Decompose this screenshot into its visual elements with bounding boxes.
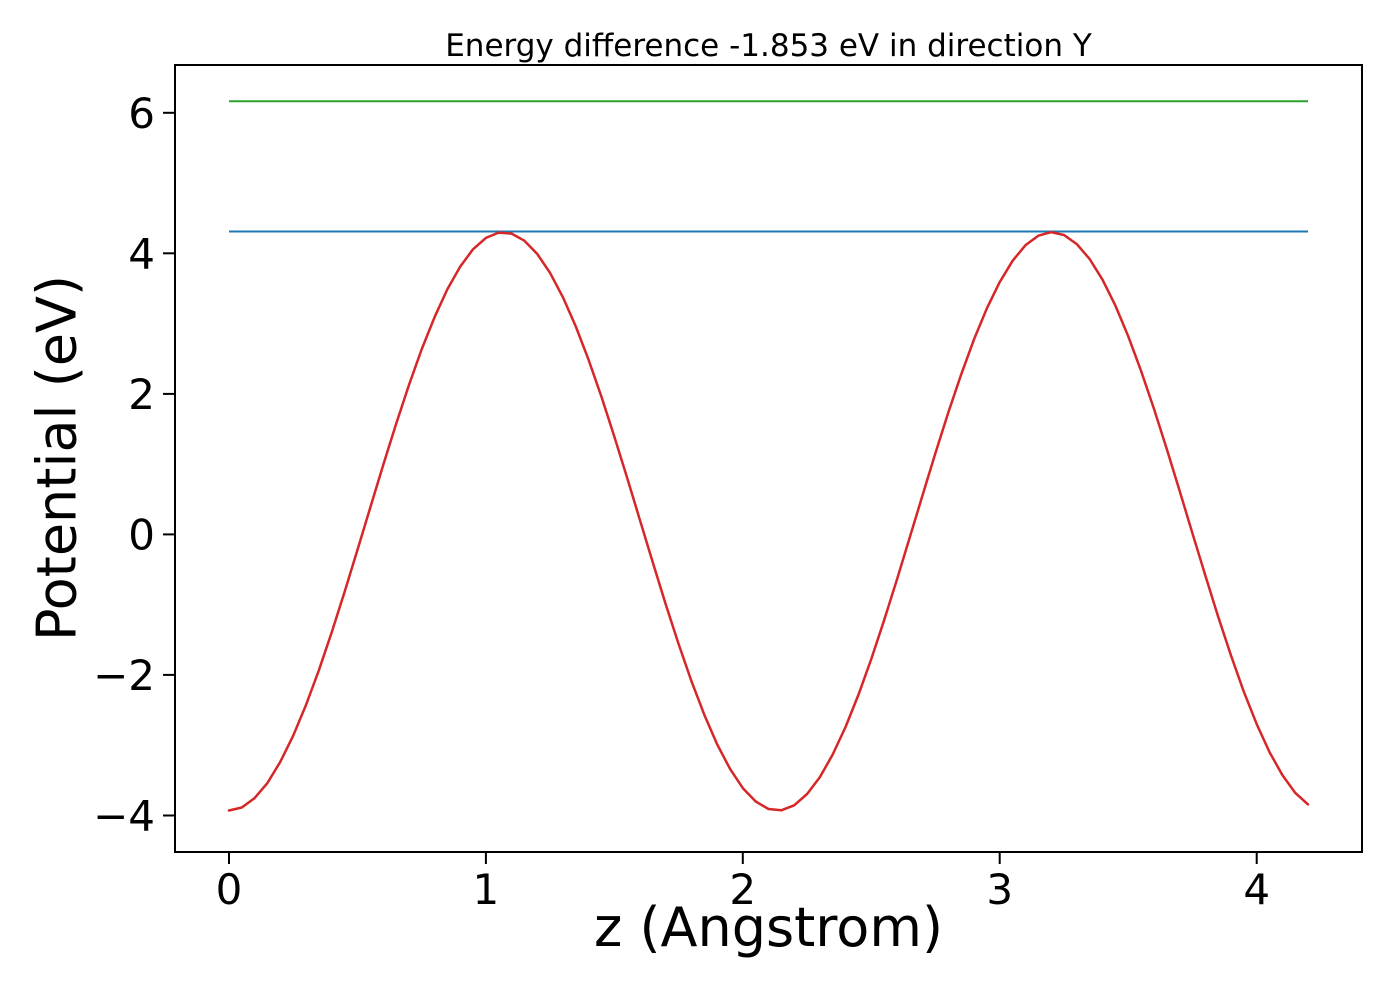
y-tick-label: 2 — [128, 370, 155, 419]
x-tick-label: 2 — [729, 865, 756, 914]
x-tick-label: 3 — [986, 865, 1013, 914]
chart-title: Energy difference -1.853 eV in direction… — [445, 28, 1092, 64]
axes-frame — [174, 64, 1363, 853]
potential-profile-curve — [227, 230, 1310, 812]
y-tick-label: 0 — [128, 510, 155, 559]
x-tick-label: 1 — [473, 865, 500, 914]
y-tick-label: −2 — [93, 651, 155, 700]
x-tick-label: 0 — [216, 865, 243, 914]
y-tick-label: 6 — [128, 89, 155, 138]
x-axis-label: z (Angstrom) — [593, 896, 944, 959]
y-tick-label: −4 — [93, 792, 155, 841]
y-tick-label: 4 — [128, 229, 155, 278]
x-tick-label: 4 — [1243, 865, 1270, 914]
